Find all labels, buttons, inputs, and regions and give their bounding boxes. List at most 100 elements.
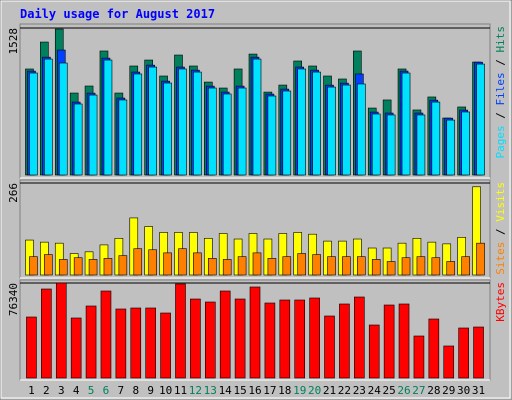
bar <box>368 324 380 379</box>
bar <box>473 326 484 379</box>
x-tick-label: 21 <box>323 384 336 397</box>
bar <box>133 73 143 176</box>
x-tick-label: 12 <box>189 384 202 397</box>
x-tick-label: 23 <box>353 384 366 397</box>
chart-title: Daily usage for August 2017 <box>20 7 215 21</box>
bar <box>401 257 411 276</box>
bar <box>386 114 396 176</box>
x-tick-label: 11 <box>174 384 187 397</box>
bar <box>309 297 320 379</box>
bar <box>401 72 411 176</box>
legend: Sites / Visits <box>494 182 507 275</box>
bar <box>44 254 53 276</box>
bar <box>103 258 113 276</box>
bar <box>237 256 247 276</box>
bar <box>476 242 485 276</box>
x-tick-label: 6 <box>103 384 110 397</box>
bar <box>118 255 128 276</box>
bar <box>29 72 38 176</box>
bar <box>58 259 68 276</box>
bar <box>29 256 38 276</box>
bar <box>193 252 202 276</box>
bar <box>44 58 53 176</box>
bar <box>461 111 470 176</box>
bar <box>428 318 440 379</box>
x-tick-label: 7 <box>118 384 125 397</box>
bar <box>371 113 381 176</box>
x-tick-label: 26 <box>397 384 410 397</box>
bar <box>312 71 321 176</box>
bar <box>342 84 351 176</box>
bar <box>324 315 335 379</box>
legend-separator: / <box>494 106 507 126</box>
bar <box>416 256 426 276</box>
x-tick-label: 15 <box>233 384 246 397</box>
bar <box>297 68 307 176</box>
bar <box>85 305 97 379</box>
y-tick-label: 1528 <box>7 28 20 55</box>
bar <box>163 252 172 276</box>
x-tick-label: 31 <box>472 384 485 397</box>
x-tick-label: 4 <box>73 384 80 397</box>
bar <box>386 261 396 276</box>
bar <box>222 259 232 276</box>
bar <box>26 316 37 379</box>
bar <box>282 90 292 176</box>
bar <box>458 327 469 379</box>
bar <box>41 288 52 379</box>
bar <box>461 256 470 276</box>
bar <box>190 298 201 379</box>
legend: KBytes <box>494 282 507 322</box>
bar <box>327 256 336 276</box>
bar <box>160 312 171 379</box>
bar <box>234 298 246 379</box>
bar <box>58 62 68 176</box>
bar <box>312 254 321 276</box>
bar <box>249 286 261 379</box>
bar <box>327 86 336 176</box>
bar <box>294 299 306 379</box>
bar <box>100 290 112 379</box>
x-tick-label: 29 <box>442 384 455 397</box>
x-tick-label: 5 <box>88 384 95 397</box>
legend-entry: Pages <box>494 125 507 158</box>
bar <box>431 257 441 276</box>
bar <box>73 257 83 276</box>
bar <box>279 299 291 379</box>
bar <box>339 303 350 379</box>
bar <box>282 256 292 276</box>
legend-separator: / <box>494 53 507 73</box>
bar <box>398 303 410 379</box>
bar <box>207 87 217 176</box>
bar <box>118 99 128 176</box>
bar <box>267 95 277 176</box>
x-tick-label: 30 <box>457 384 470 397</box>
bar <box>148 249 157 276</box>
bar <box>219 290 231 379</box>
bar <box>297 253 307 276</box>
bar <box>88 94 98 176</box>
bar <box>252 252 262 276</box>
bar <box>207 258 217 276</box>
bar <box>163 82 172 176</box>
bar <box>446 261 456 276</box>
bar <box>383 304 395 379</box>
y-tick-label: 266 <box>7 183 20 203</box>
legend-separator: / <box>494 222 507 242</box>
legend-entry: Files <box>494 72 507 105</box>
x-tick-label: 2 <box>43 384 50 397</box>
x-tick-label: 13 <box>204 384 217 397</box>
bar <box>55 282 67 379</box>
bar <box>264 302 276 379</box>
bar <box>357 83 366 176</box>
bar <box>145 307 156 379</box>
bar <box>73 103 83 176</box>
bar <box>431 101 441 176</box>
bar <box>130 307 142 379</box>
x-tick-label: 27 <box>412 384 425 397</box>
bar <box>342 256 351 276</box>
legend: Pages / Files / Hits <box>494 26 507 159</box>
bar <box>103 59 113 176</box>
bar <box>267 258 277 276</box>
